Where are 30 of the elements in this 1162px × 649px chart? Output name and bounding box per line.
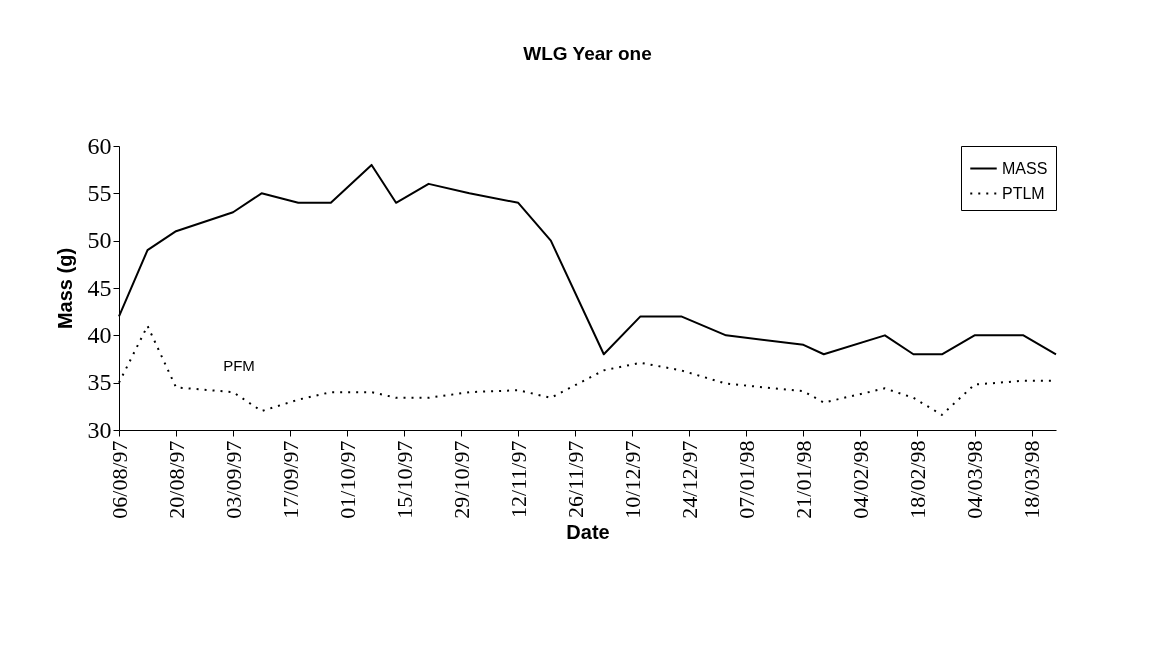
x-tick-label: 20/08/97 bbox=[163, 440, 189, 519]
x-tick-label: 03/09/97 bbox=[220, 440, 246, 519]
y-tick-label: 30 bbox=[87, 416, 112, 443]
y-tick-label: 50 bbox=[87, 227, 112, 254]
annotation: PFM bbox=[223, 357, 255, 374]
x-tick-label: 29/10/97 bbox=[448, 440, 474, 519]
legend-label: PTLM bbox=[1002, 184, 1045, 202]
legend-label: MASS bbox=[1002, 159, 1048, 177]
x-axis-title: Date bbox=[566, 520, 610, 543]
x-tick-label: 17/09/97 bbox=[277, 440, 303, 519]
chart-title: WLG Year one bbox=[523, 43, 652, 64]
x-tick-label: 24/12/97 bbox=[676, 440, 702, 519]
x-tick-label: 01/10/97 bbox=[334, 440, 360, 519]
x-tick-label: 06/08/97 bbox=[106, 440, 132, 519]
y-tick-label: 40 bbox=[87, 321, 112, 348]
x-tick-label: 07/01/98 bbox=[733, 440, 759, 519]
x-tick-label: 10/12/97 bbox=[619, 440, 645, 519]
x-tick-label: 15/10/97 bbox=[391, 440, 417, 519]
x-tick-label: 04/02/98 bbox=[847, 440, 873, 519]
y-tick-label: 45 bbox=[87, 274, 112, 301]
x-tick-label: 18/03/98 bbox=[1019, 440, 1045, 519]
x-tick-label: 26/11/97 bbox=[562, 440, 588, 518]
x-tick-label: 04/03/98 bbox=[962, 440, 988, 519]
x-tick-label: 12/11/97 bbox=[505, 440, 531, 518]
y-tick-label: 35 bbox=[87, 369, 112, 396]
y-axis-title: Mass (g) bbox=[53, 247, 76, 330]
x-tick-label: 18/02/98 bbox=[904, 440, 930, 519]
y-tick-label: 55 bbox=[87, 179, 112, 206]
x-tick-label: 21/01/98 bbox=[790, 440, 816, 519]
y-tick-label: 60 bbox=[87, 132, 112, 159]
